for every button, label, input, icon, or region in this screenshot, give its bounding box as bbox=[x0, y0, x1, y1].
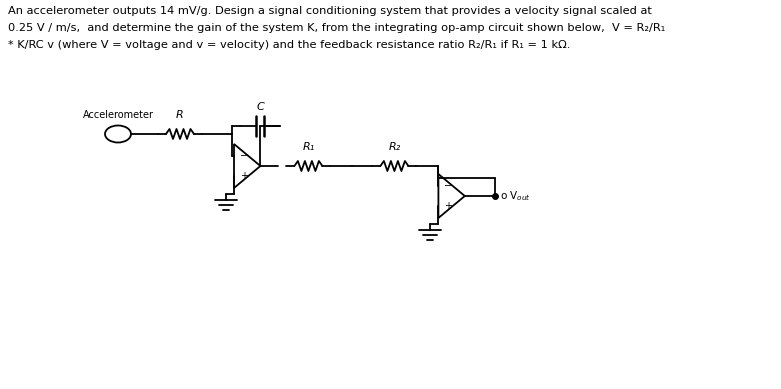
Text: −: − bbox=[444, 181, 452, 191]
Text: R₁: R₁ bbox=[302, 142, 315, 152]
Text: R₂: R₂ bbox=[388, 142, 401, 152]
Text: 0.25 V / m/s,  and determine the gain of the system K, from the integrating op-a: 0.25 V / m/s, and determine the gain of … bbox=[8, 23, 665, 33]
Text: +: + bbox=[444, 201, 452, 211]
Text: An accelerometer outputs 14 mV/g. Design a signal conditioning system that provi: An accelerometer outputs 14 mV/g. Design… bbox=[8, 6, 652, 16]
Text: +: + bbox=[240, 171, 248, 181]
Text: C: C bbox=[256, 102, 264, 112]
Text: o V$_{out}$: o V$_{out}$ bbox=[500, 189, 531, 203]
Text: Accelerometer: Accelerometer bbox=[83, 110, 154, 120]
Text: * K/RC v (where V = voltage and v = velocity) and the feedback resistance ratio : * K/RC v (where V = voltage and v = velo… bbox=[8, 40, 570, 50]
Text: R: R bbox=[177, 110, 184, 120]
Text: −: − bbox=[240, 151, 248, 161]
